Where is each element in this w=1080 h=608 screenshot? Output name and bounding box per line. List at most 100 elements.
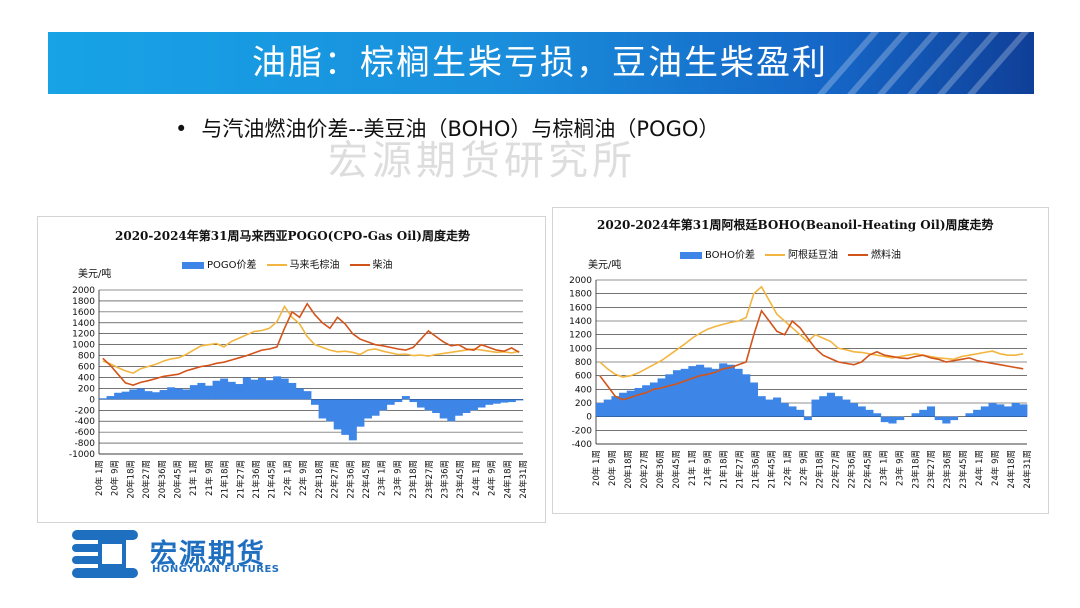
boho-spread-bar [672,370,682,417]
pogo-spread-bar [432,399,441,413]
boho-spread-bar [834,396,843,417]
pogo-y-tick-label: -800 [75,439,96,449]
hongyuan-logo-icon [72,530,138,578]
boho-spread-bar [619,392,628,417]
pogo-x-tick-label: 23年27周 [424,460,435,499]
boho-x-tick-label: 20年45周 [671,450,682,489]
pogo-spread-bar [462,399,471,413]
pogo-spread-bar [273,376,282,400]
pogo-y-tick-label: 1600 [72,308,95,318]
boho-x-tick-label: 24年31周 [1022,450,1033,489]
boho-spread-bar [896,416,905,421]
boho-x-tick-label: 22年36周 [846,450,857,489]
pogo-spread-bar [144,391,153,400]
boho-y-tick-label: 200 [575,399,592,409]
pogo-spread-bar [303,391,312,400]
pogo-spread-bar [159,390,168,400]
chart-boho: 2000180016001400120010008006004002000-20… [569,276,1033,489]
boho-spread-bar [1019,404,1028,417]
bullet-marker: • [175,117,188,141]
boho-x-tick-label: 21年 9周 [703,450,714,486]
chart-title-boho: 2020-2024年第31周阿根廷BOHO(Beanoil-Heating Oi… [597,218,994,232]
boho-spread-bar [657,378,666,417]
pogo-spread-bar [454,399,463,416]
pogo-spread-bar [227,381,236,400]
boho-x-tick-label: 23年27周 [926,450,937,489]
pogo-x-tick-label: 24年 1周 [471,460,482,496]
pogo-spread-bar [326,399,335,422]
pogo-spread-bar [394,399,403,403]
pogo-spread-bar [265,380,274,400]
legend-item-palm-oil: 马来毛棕油 [266,256,340,271]
pogo-x-tick-label: 21年36周 [251,460,262,499]
boho-x-tick-label: 20年27周 [639,450,650,489]
boho-x-tick-label: 23年18周 [910,450,921,489]
pogo-spread-bar [492,399,501,404]
pogo-x-tick-label: 20年36周 [157,460,168,499]
pogo-x-tick-label: 24年 9周 [487,460,498,496]
boho-spread-bar [911,413,920,417]
pogo-y-tick-label: -400 [75,417,96,427]
boho-spread-bar [788,406,797,417]
boho-spread-bar [703,367,712,417]
boho-spread-bar [803,416,812,421]
boho-spread-bar [926,406,936,417]
boho-y-tick-label: 800 [575,358,592,368]
boho-spread-bar [857,406,866,417]
boho-spread-bar [796,409,805,417]
pogo-spread-bar [439,399,448,419]
pogo-spread-bar [174,388,183,400]
pogo-x-tick-label: 22年 9周 [298,460,309,496]
boho-spread-bar [696,364,705,417]
pogo-x-tick-label: 23年36周 [439,460,450,499]
pogo-y-tick-label: -1000 [69,450,95,460]
boho-line-secondary [599,309,1024,401]
pogo-y-tick-label: 600 [78,363,95,373]
bullet-line: • 与汽油燃油价差--美豆油（BOHO）与棕榈油（POGO） [175,113,719,143]
boho-y-tick-label: 0 [586,413,592,423]
pogo-x-tick-label: 20年45周 [173,460,184,499]
pogo-x-tick-label: 20年 9周 [110,460,121,496]
pogo-x-tick-label: 21年 1周 [188,460,199,496]
boho-x-tick-label: 22年 1周 [783,450,794,486]
boho-x-tick-label: 23年 9周 [894,450,905,486]
boho-x-tick-label: 21年36周 [751,450,762,489]
boho-spread-bar [742,374,751,417]
pogo-spread-bar [258,378,266,400]
pogo-x-tick-label: 21年 9周 [204,460,215,496]
pogo-spread-bar [189,385,198,400]
boho-spread-bar [765,399,774,417]
boho-y-tick-label: -400 [572,440,593,450]
boho-spread-bar [996,404,1005,417]
pogo-spread-bar [288,382,297,400]
pogo-spread-bar [409,399,418,403]
pogo-spread-bar [379,399,388,411]
boho-spread-bar [811,399,820,417]
legend-item-pogo-spread: POGO价差 [182,256,257,271]
pogo-spread-bar [212,380,221,400]
pogo-spread-bar [242,377,251,400]
legend-item-boho-spread: BOHO价差 [680,246,755,261]
boho-spread-bar [603,399,612,417]
boho-spread-bar [611,396,620,417]
boho-x-tick-label: 22年45周 [862,450,873,489]
pogo-x-tick-label: 20年27周 [141,460,152,499]
boho-spread-bar [873,413,882,417]
chart-title-pogo: 2020-2024年第31周马来西亚POGO(CPO-Gas Oil)周度走势 [115,229,470,243]
pogo-spread-bar [250,379,259,400]
pogo-spread-bar [470,399,478,411]
pogo-spread-bar [136,388,145,400]
pogo-spread-bar [341,399,350,435]
pogo-x-tick-label: 23年18周 [408,460,419,499]
boho-x-tick-label: 21年18周 [719,450,730,489]
pogo-spread-bar [220,378,229,400]
slide-title: 油脂：棕榈生柴亏损，豆油生柴盈利 [252,43,828,83]
boho-spread-bar [734,368,743,417]
pogo-y-tick-label: 1000 [72,341,95,351]
boho-x-tick-label: 23年36周 [942,450,953,489]
boho-spread-bar [888,416,897,424]
pogo-x-tick-label: 22年36周 [345,460,356,499]
pogo-spread-bar [447,399,456,422]
boho-spread-bar [626,390,635,417]
pogo-x-tick-label: 23年45周 [455,460,466,499]
